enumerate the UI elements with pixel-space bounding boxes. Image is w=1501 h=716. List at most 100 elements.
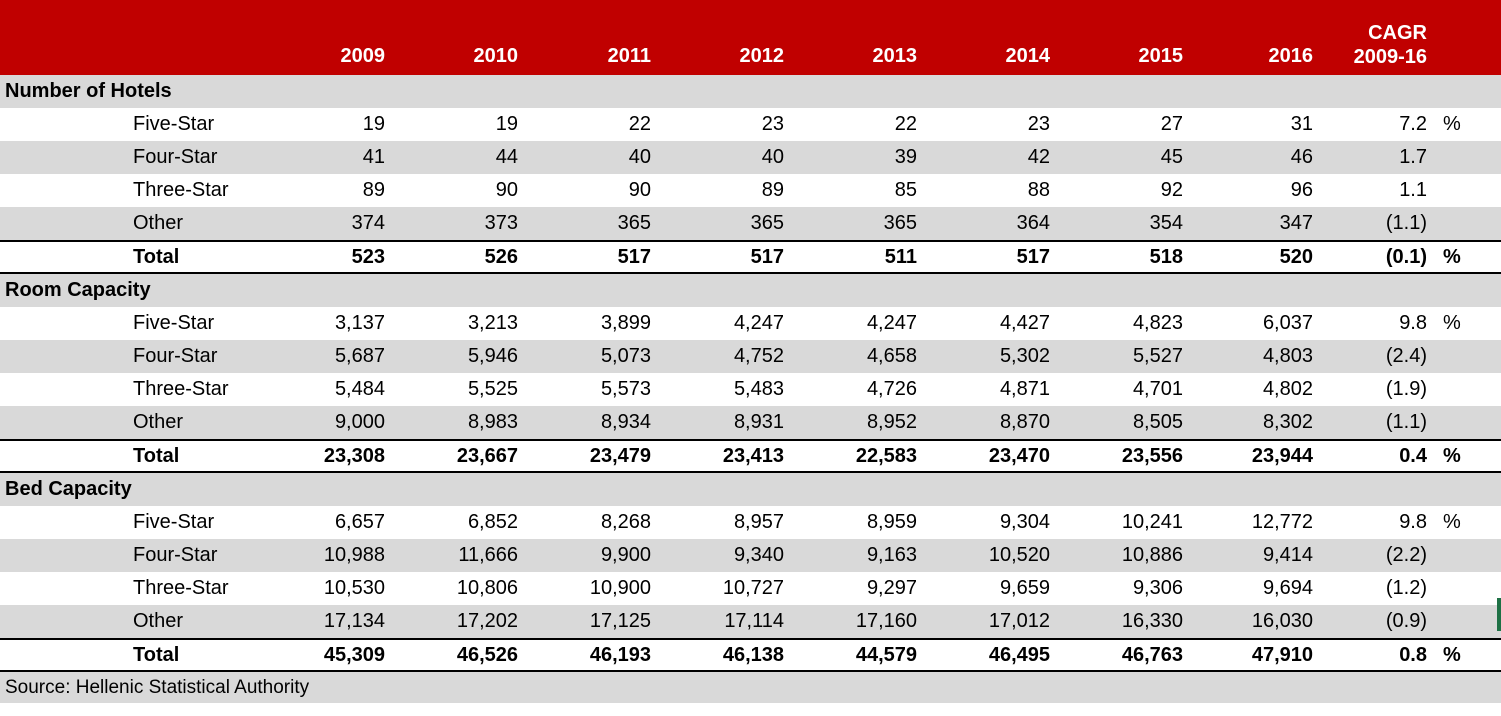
value-cell: 8,952	[787, 406, 920, 440]
value-cell: 40	[521, 141, 654, 174]
value-cell: 5,073	[521, 340, 654, 373]
cagr-cell: (0.9)	[1316, 605, 1430, 639]
value-cell: 10,886	[1053, 539, 1186, 572]
percent-sign: %	[1430, 439, 1501, 473]
value-cell: 17,012	[920, 605, 1053, 639]
header-row: 2009 2010 2011 2012 2013 2014 2015 2016 …	[0, 0, 1501, 75]
value-cell: 10,530	[323, 577, 385, 599]
value-cell: 46,495	[920, 638, 1053, 672]
value-cell: 4,247	[733, 312, 784, 334]
value-cell: 8,959	[866, 511, 917, 533]
cagr-cell: (1.1)	[1316, 207, 1430, 241]
value-cell: 8,931	[654, 406, 787, 440]
value-cell: 4,871	[999, 378, 1050, 400]
value-cell: 23	[761, 113, 784, 135]
row-label: Three-Star	[133, 577, 229, 599]
value-cell: 5,573	[600, 378, 651, 400]
value-cell: 22,583	[787, 439, 920, 473]
value-cell: 41	[255, 141, 388, 174]
value-cell: 88	[1027, 179, 1050, 201]
percent-sign	[1430, 572, 1501, 605]
data-row: Other 374 373 365 365 365 364 354 347 (1.1)	[0, 207, 1501, 241]
cagr-cell: 9.8	[1399, 511, 1427, 533]
table-body: Number of Hotels Five-Star 19 19 22 23 22 23 27 3…	[0, 75, 1501, 672]
value-cell: 4,726	[866, 378, 917, 400]
value-cell: 23,470	[920, 439, 1053, 473]
value-cell: 9,659	[999, 577, 1050, 599]
value-cell: 9,306	[1132, 577, 1183, 599]
value-cell: 5,527	[1053, 340, 1186, 373]
value-cell: 90	[628, 179, 651, 201]
value-cell: 23,479	[521, 439, 654, 473]
cagr-cell: (2.2)	[1316, 539, 1430, 572]
source-row: Source: Hellenic Statistical Authority	[0, 671, 1501, 703]
value-cell: 520	[1186, 240, 1316, 274]
value-cell: 4,427	[999, 312, 1050, 334]
value-cell: 354	[1053, 207, 1186, 241]
section-row: Bed Capacity	[0, 472, 1501, 506]
cagr-cell: (1.2)	[1385, 577, 1427, 599]
value-cell: 23	[1027, 113, 1050, 135]
value-cell: 10,520	[920, 539, 1053, 572]
section-title: Number of Hotels	[0, 75, 1501, 108]
data-row: Four-Star 5,687 5,946 5,073 4,752 4,658 5,302 5…	[0, 340, 1501, 373]
value-cell: 23,556	[1053, 439, 1186, 473]
value-cell: 42	[920, 141, 1053, 174]
data-row: Four-Star 41 44 40 40 39 42 45 46 1.7	[0, 141, 1501, 174]
value-cell: 9,304	[999, 511, 1050, 533]
percent-sign: %	[1443, 511, 1461, 533]
value-cell: 8,268	[600, 511, 651, 533]
table-header: 2009 2010 2011 2012 2013 2014 2015 2016 …	[0, 0, 1501, 75]
value-cell: 9,414	[1186, 539, 1316, 572]
cagr-cell: 9.8	[1399, 312, 1427, 334]
data-row: Five-Star 3,137 3,213 3,899 4,247 4,247 4,427 4…	[0, 307, 1501, 340]
value-cell: 9,297	[866, 577, 917, 599]
value-cell: 5,946	[388, 340, 521, 373]
value-cell: 22	[628, 113, 651, 135]
value-cell: 9,900	[521, 539, 654, 572]
value-cell: 374	[255, 207, 388, 241]
total-row: Total 23,308 23,667 23,479 23,413 22,583 23,47…	[0, 439, 1501, 473]
value-cell: 17,134	[255, 605, 388, 639]
percent-sign	[1430, 373, 1501, 406]
value-cell: 3,899	[600, 312, 651, 334]
value-cell: 40	[654, 141, 787, 174]
value-cell: 46,193	[521, 638, 654, 672]
cagr-cell: (0.1)	[1316, 240, 1430, 274]
value-cell: 8,505	[1053, 406, 1186, 440]
value-cell: 92	[1160, 179, 1183, 201]
total-row: Total 45,309 46,526 46,193 46,138 44,579 46,49…	[0, 638, 1501, 672]
percent-sign	[1430, 174, 1501, 207]
row-label: Three-Star	[133, 378, 229, 400]
value-cell: 9,163	[787, 539, 920, 572]
value-cell: 4,701	[1132, 378, 1183, 400]
value-cell: 85	[894, 179, 917, 201]
percent-sign: %	[1443, 312, 1461, 334]
data-row: Three-Star 89 90 90 89 85 88 92 96 1.1	[0, 174, 1501, 207]
value-cell: 4,803	[1186, 340, 1316, 373]
value-cell: 4,752	[654, 340, 787, 373]
row-label: Five-Star	[133, 312, 215, 334]
value-cell: 8,957	[733, 511, 784, 533]
data-row: Three-Star 5,484 5,525 5,573 5,483 4,726 4,871…	[0, 373, 1501, 406]
cagr-header-line1: CAGR	[1368, 22, 1427, 44]
value-cell: 27	[1160, 113, 1183, 135]
value-cell: 517	[654, 240, 787, 274]
value-cell: 3,137	[334, 312, 385, 334]
value-cell: 9,340	[654, 539, 787, 572]
value-cell: 12,772	[1251, 511, 1313, 533]
value-cell: 526	[388, 240, 521, 274]
data-row: Five-Star 19 19 22 23 22 23 27 31 7.2%	[0, 108, 1501, 141]
percent-sign	[1430, 340, 1501, 373]
value-cell: 6,852	[467, 511, 518, 533]
percent-sign	[1430, 539, 1501, 572]
row-label: Total	[0, 638, 255, 672]
value-cell: 9,694	[1262, 577, 1313, 599]
section-title: Room Capacity	[0, 273, 1501, 307]
value-cell: 365	[521, 207, 654, 241]
row-label: Total	[0, 439, 255, 473]
percent-sign: %	[1430, 240, 1501, 274]
value-cell: 17,160	[787, 605, 920, 639]
